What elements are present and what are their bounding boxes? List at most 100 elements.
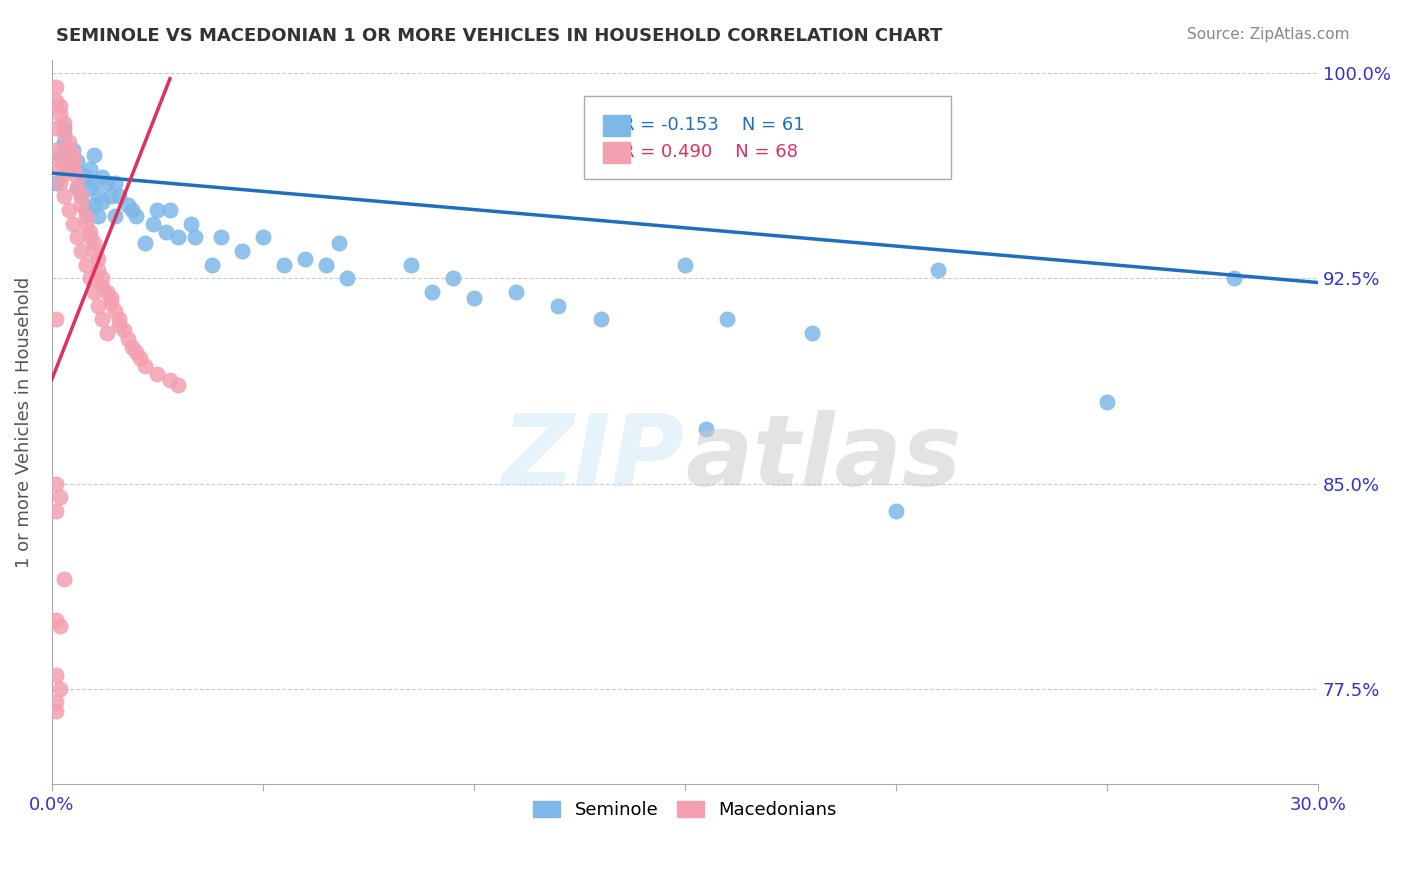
Legend: Seminole, Macedonians: Seminole, Macedonians bbox=[526, 793, 844, 826]
Point bbox=[79, 181, 101, 195]
Point bbox=[134, 235, 156, 250]
Point bbox=[49, 153, 72, 168]
Point bbox=[1222, 271, 1244, 285]
Point bbox=[62, 217, 84, 231]
Point bbox=[45, 312, 67, 326]
Point bbox=[336, 271, 359, 285]
Point bbox=[45, 668, 67, 682]
Point bbox=[66, 230, 89, 244]
Point bbox=[104, 176, 127, 190]
Point bbox=[441, 271, 464, 285]
Point bbox=[159, 202, 181, 217]
Point bbox=[104, 209, 127, 223]
Point bbox=[45, 695, 67, 709]
Point bbox=[45, 176, 67, 190]
Point bbox=[87, 189, 110, 203]
Point bbox=[129, 351, 152, 365]
Point bbox=[209, 230, 232, 244]
Text: R = -0.153    N = 61: R = -0.153 N = 61 bbox=[621, 116, 804, 134]
FancyBboxPatch shape bbox=[603, 142, 630, 163]
Point bbox=[91, 279, 114, 293]
Point bbox=[695, 422, 717, 436]
Point bbox=[83, 285, 105, 299]
Point bbox=[45, 476, 67, 491]
Point bbox=[87, 209, 110, 223]
Point bbox=[91, 170, 114, 185]
Point bbox=[121, 202, 143, 217]
Point bbox=[104, 304, 127, 318]
Point bbox=[49, 107, 72, 121]
Point bbox=[294, 252, 316, 267]
Point bbox=[146, 202, 169, 217]
Text: atlas: atlas bbox=[685, 409, 962, 507]
Point bbox=[589, 312, 612, 326]
Point bbox=[66, 153, 89, 168]
Point bbox=[53, 189, 76, 203]
Y-axis label: 1 or more Vehicles in Household: 1 or more Vehicles in Household bbox=[15, 277, 32, 567]
Point bbox=[125, 345, 148, 359]
Point bbox=[53, 127, 76, 141]
Point bbox=[45, 613, 67, 627]
Point bbox=[75, 217, 97, 231]
Point bbox=[79, 161, 101, 176]
Point bbox=[167, 230, 190, 244]
Point bbox=[66, 170, 89, 185]
FancyBboxPatch shape bbox=[603, 115, 630, 136]
Point bbox=[108, 312, 131, 326]
Point bbox=[108, 318, 131, 332]
Point bbox=[53, 115, 76, 129]
Point bbox=[87, 252, 110, 267]
Text: ZIP: ZIP bbox=[502, 409, 685, 507]
Point bbox=[62, 148, 84, 162]
Point bbox=[70, 189, 93, 203]
Point bbox=[49, 99, 72, 113]
Point bbox=[62, 153, 84, 168]
Point bbox=[117, 332, 139, 346]
Point bbox=[79, 271, 101, 285]
Point bbox=[49, 148, 72, 162]
Point bbox=[399, 258, 422, 272]
Point bbox=[83, 148, 105, 162]
Point bbox=[49, 161, 72, 176]
Point bbox=[49, 681, 72, 696]
Point bbox=[273, 258, 295, 272]
Point bbox=[100, 296, 122, 310]
Point bbox=[62, 143, 84, 157]
Point bbox=[884, 504, 907, 518]
Point bbox=[547, 299, 569, 313]
Point bbox=[45, 94, 67, 108]
Point bbox=[70, 189, 93, 203]
Point bbox=[83, 197, 105, 211]
Point bbox=[53, 135, 76, 149]
Point bbox=[252, 230, 274, 244]
Point bbox=[83, 235, 105, 250]
Point bbox=[800, 326, 823, 340]
Point bbox=[53, 572, 76, 586]
Point bbox=[58, 202, 80, 217]
Point bbox=[673, 258, 696, 272]
Point bbox=[75, 170, 97, 185]
Point bbox=[117, 197, 139, 211]
Point bbox=[108, 189, 131, 203]
Point bbox=[62, 161, 84, 176]
Point bbox=[167, 378, 190, 392]
Point bbox=[75, 258, 97, 272]
Point bbox=[58, 161, 80, 176]
Point bbox=[159, 373, 181, 387]
Point bbox=[134, 359, 156, 373]
Point bbox=[58, 143, 80, 157]
Point bbox=[201, 258, 224, 272]
Point bbox=[96, 326, 118, 340]
Point bbox=[49, 619, 72, 633]
Point bbox=[505, 285, 527, 299]
Point bbox=[53, 120, 76, 135]
Text: Source: ZipAtlas.com: Source: ZipAtlas.com bbox=[1187, 27, 1350, 42]
Point bbox=[927, 263, 949, 277]
Point bbox=[231, 244, 253, 258]
Point bbox=[58, 135, 80, 149]
FancyBboxPatch shape bbox=[583, 95, 950, 179]
Text: R = 0.490    N = 68: R = 0.490 N = 68 bbox=[621, 144, 797, 161]
Point bbox=[70, 168, 93, 182]
Point bbox=[83, 176, 105, 190]
Point bbox=[328, 235, 350, 250]
